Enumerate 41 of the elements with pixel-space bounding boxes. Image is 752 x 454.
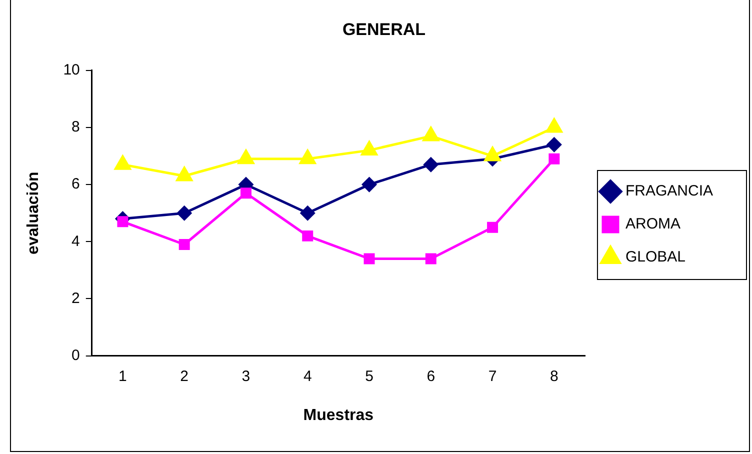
y-tick-label: 6 [72,176,80,193]
point [302,230,314,242]
legend-label: GLOBAL [625,248,710,266]
legend-label: FRAGANCIA [625,182,738,200]
point [117,216,128,228]
point [487,222,498,233]
point [546,137,562,152]
y-tick-label: 4 [72,232,80,250]
y-tick-label: 2 [72,290,80,307]
point [176,166,193,182]
point [240,188,252,199]
x-tick-label: 5 [365,368,374,385]
x-tick-label: 2 [180,368,189,385]
legend-label: AROMA [625,216,705,233]
point [177,206,192,220]
x-tick-label: 7 [488,368,497,385]
point [114,155,131,170]
point [548,153,560,164]
point [361,141,378,156]
x-tick-label: 8 [550,368,558,385]
x-tick-label: 6 [426,368,436,385]
point [178,239,190,250]
point [422,126,440,142]
point [484,146,501,162]
x-axis-title: Muestras [303,406,374,424]
point [425,253,436,264]
x-tick-label: 1 [118,368,127,385]
y-tick-label: 0 [72,346,80,364]
y-tick-label: 8 [72,118,80,136]
point [364,253,375,264]
x-tick-label: 3 [242,368,250,385]
point [362,177,377,192]
point [424,157,438,172]
chart-title: GENERAL [342,20,426,39]
point [299,150,316,164]
y-tick-label: 10 [63,62,80,79]
x-tick-label: 4 [303,368,312,385]
point [300,206,315,220]
point [238,150,254,164]
point [546,118,562,133]
y-axis-title: evaluación [25,172,42,254]
